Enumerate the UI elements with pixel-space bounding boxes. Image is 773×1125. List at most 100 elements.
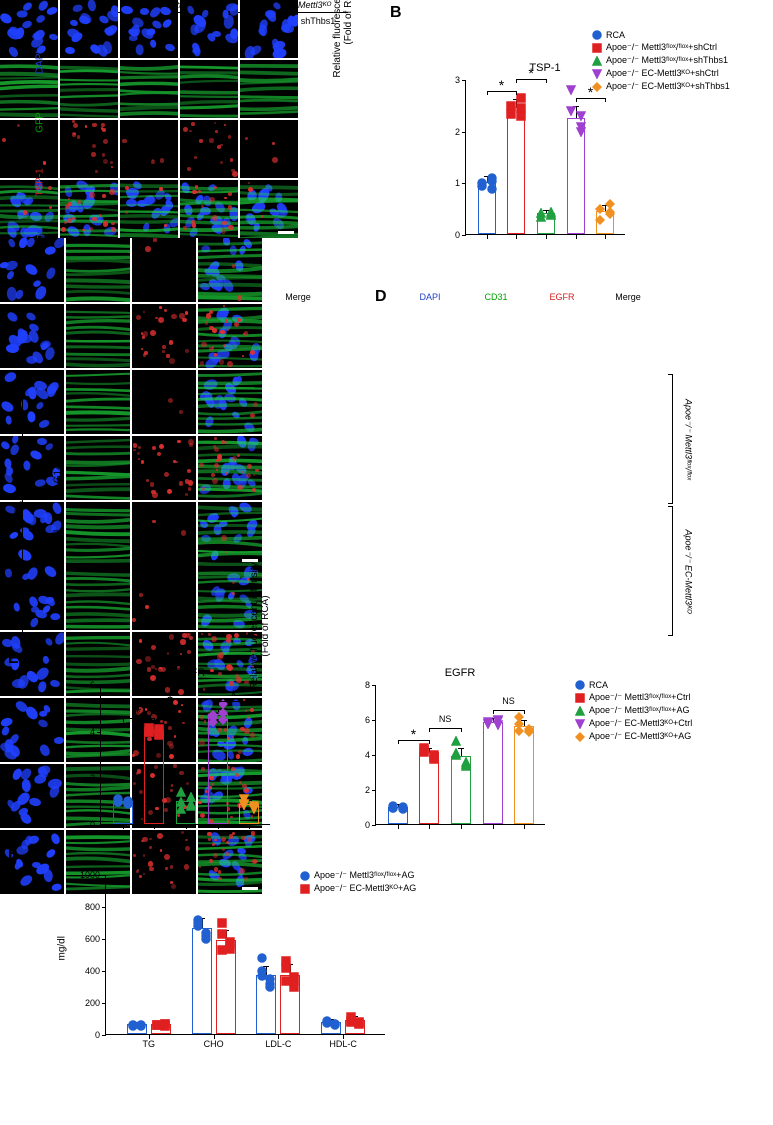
panel-e-chart-egfr: 02468*NSNSRelative fluorescent intensity… — [335, 665, 555, 845]
col-label: EGFR — [530, 292, 594, 302]
data-point — [218, 708, 228, 721]
y-axis-label: mg/dl — [57, 936, 68, 960]
y-axis-label: Relative fluorescent intensity (Fold of … — [249, 556, 271, 696]
data-point — [281, 976, 291, 989]
panel-b-label: B — [390, 4, 402, 22]
legend-text: RCA — [606, 30, 625, 40]
x-tick-label: HDL-C — [321, 1039, 365, 1049]
group-label: Apoe⁻/⁻ EC-Mettl3ᴷᴼ — [683, 512, 694, 632]
legend-text: Apoe⁻/⁻ Mettl3ᶠˡᵒˣ/ᶠˡᵒˣ+Ctrl — [589, 692, 690, 703]
sig-label: * — [160, 692, 180, 708]
bar — [507, 107, 525, 234]
data-point — [429, 754, 439, 767]
data-point — [257, 953, 267, 966]
if-cell — [132, 304, 196, 368]
if-cell — [132, 502, 196, 566]
if-cell — [132, 436, 196, 500]
data-point — [128, 1020, 138, 1033]
legend-text: Apoe⁻/⁻ EC-Mettl3ᴷᴼ+AG — [589, 731, 691, 742]
data-point — [388, 803, 398, 816]
chart-area: 02004006008001000TGCHOLDL-CHDL-C — [105, 875, 385, 1035]
data-point — [123, 798, 133, 811]
if-cell — [60, 60, 118, 118]
data-point — [176, 804, 186, 817]
if-cell — [120, 60, 178, 118]
figure: A Apoe⁻/⁻ Mettl3ᶠˡᵒˣ/ᶠˡᵒˣApoe⁻/⁻ EC-Mett… — [0, 0, 773, 1125]
bar — [208, 714, 228, 824]
legend-text: Apoe⁻/⁻ EC-Mettl3ᴷᴼ+shCtrl — [606, 68, 719, 79]
col-label: CD31 — [464, 292, 528, 302]
col-label: Merge — [266, 292, 330, 302]
sig-label: NS — [499, 696, 519, 706]
if-cell — [60, 180, 118, 238]
chart-title: EGFR — [375, 667, 545, 679]
data-point — [514, 726, 524, 739]
data-point — [176, 787, 186, 800]
data-point — [506, 109, 516, 122]
sig-label: * — [404, 726, 424, 742]
bar — [514, 726, 534, 824]
row-label: Ctrl — [53, 516, 64, 560]
if-cell — [66, 370, 130, 434]
data-point — [516, 103, 526, 116]
data-point — [265, 982, 275, 995]
if-cell — [180, 60, 238, 118]
row-label: TSP-1 — [35, 163, 46, 203]
data-point — [144, 727, 154, 740]
data-point — [461, 759, 471, 772]
x-tick-label: LDL-C — [256, 1039, 300, 1049]
panel-e-chart-pegfr: 0246***Relative fluorescent intensity (F… — [60, 665, 280, 845]
legend-item: Apoe⁻/⁻ EC-Mettl3ᴷᴼ+AG — [575, 731, 692, 742]
panel-f-legend: Apoe⁻/⁻ Mettl3ᶠˡᵒˣ/ᶠˡᵒˣ+AGApoe⁻/⁻ EC-Met… — [300, 870, 416, 896]
data-point — [451, 736, 461, 749]
data-point — [152, 1020, 162, 1033]
if-cell — [180, 180, 238, 238]
data-point — [208, 717, 218, 730]
data-point — [154, 729, 164, 742]
if-cell — [60, 0, 118, 58]
if-cell — [0, 698, 64, 762]
data-point — [186, 799, 196, 812]
legend-text: RCA — [589, 680, 608, 690]
group-label: Apoe⁻/⁻ Mettl3ᶠˡᵒˣ/ᶠˡᵒˣ — [683, 380, 694, 500]
legend-item: RCA — [575, 680, 692, 690]
data-point — [566, 106, 576, 119]
if-cell — [66, 566, 130, 630]
col-label: Merge — [596, 292, 660, 302]
bar — [144, 731, 164, 824]
data-point — [322, 1018, 332, 1031]
data-point — [524, 724, 534, 737]
if-cell — [132, 238, 196, 302]
if-cell — [240, 180, 298, 238]
chart-title: p-EGFR — [100, 667, 270, 679]
legend-text: Apoe⁻/⁻ Mettl3ᶠˡᵒˣ/ᶠˡᵒˣ+AG — [589, 705, 689, 716]
data-point — [487, 176, 497, 189]
data-point — [605, 207, 615, 220]
data-point — [419, 745, 429, 758]
chart-area: 02468*NSNS — [375, 685, 545, 825]
scalebar — [278, 231, 294, 234]
if-cell — [120, 120, 178, 178]
data-point — [536, 212, 546, 225]
legend-text: Apoe⁻/⁻ EC-Mettl3ᴷᴼ+shThbs1 — [606, 81, 730, 92]
data-point — [113, 797, 123, 810]
data-point — [398, 803, 408, 816]
data-point — [483, 719, 493, 732]
data-point — [217, 945, 227, 958]
legend-item: Apoe⁻/⁻ EC-Mettl3ᴷᴼ+shThbs1 — [592, 81, 730, 92]
chart-area: 0123*** — [465, 80, 625, 235]
if-cell — [198, 370, 262, 434]
data-point — [217, 918, 227, 931]
if-cell — [66, 502, 130, 566]
x-tick-label: TG — [127, 1039, 171, 1049]
if-cell — [0, 238, 64, 302]
if-cell — [198, 238, 262, 302]
if-cell — [180, 120, 238, 178]
data-point — [249, 803, 259, 816]
if-cell — [66, 436, 130, 500]
data-point — [239, 800, 249, 813]
legend-text: Apoe⁻/⁻ EC-Mettl3ᴷᴼ+AG — [314, 883, 416, 894]
data-point — [281, 956, 291, 969]
legend-text: Apoe⁻/⁻ Mettl3ᶠˡᵒˣ/ᶠˡᵒˣ+shThbs1 — [606, 55, 728, 66]
legend-item: Apoe⁻/⁻ Mettl3ᶠˡᵒˣ/ᶠˡᵒˣ+shCtrl — [592, 42, 730, 53]
